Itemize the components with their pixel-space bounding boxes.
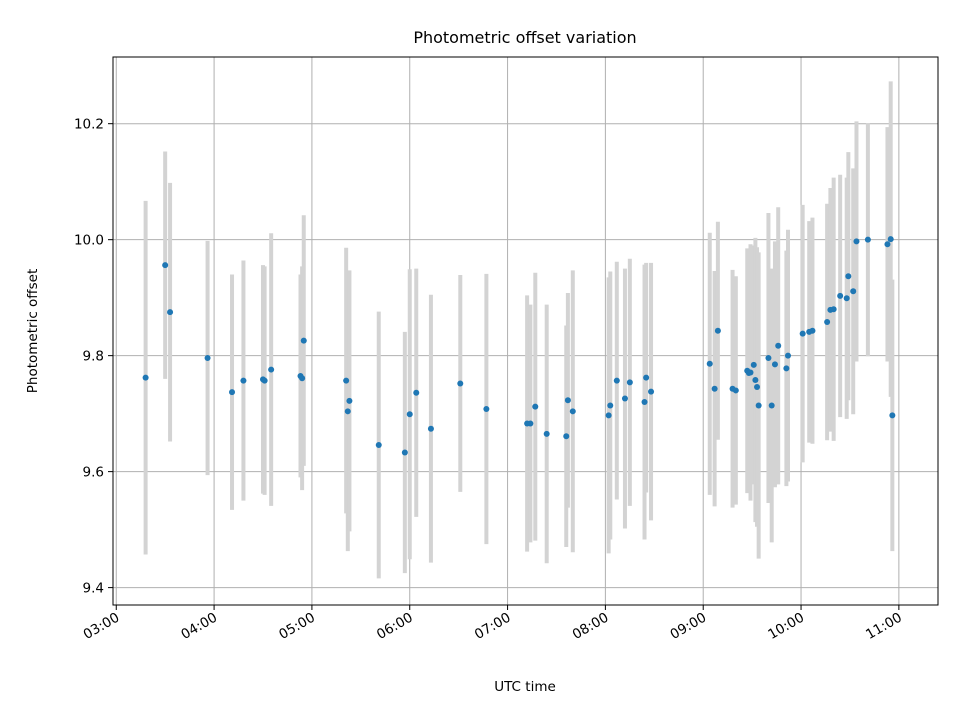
data-point <box>775 342 782 349</box>
data-point <box>527 420 534 427</box>
data-point <box>648 388 655 395</box>
x-tick-label: 11:00 <box>863 610 905 643</box>
data-point <box>229 389 236 396</box>
data-point <box>167 309 174 316</box>
data-point <box>204 354 211 361</box>
data-point <box>711 385 718 392</box>
data-point <box>605 412 612 419</box>
data-point <box>747 369 754 376</box>
data-point <box>824 319 831 326</box>
data-point <box>563 433 570 440</box>
data-point <box>532 403 539 410</box>
data-point <box>845 273 852 280</box>
data-point <box>613 377 620 384</box>
x-tick-label: 06:00 <box>374 610 416 643</box>
data-point <box>564 397 571 404</box>
x-tick-label: 09:00 <box>668 610 710 643</box>
data-point <box>864 236 871 243</box>
data-point <box>752 377 759 384</box>
data-point <box>457 380 464 387</box>
y-tick-label: 10.0 <box>74 233 104 249</box>
data-point <box>344 408 351 415</box>
data-point <box>754 383 761 390</box>
data-point <box>142 374 149 381</box>
data-point <box>809 327 816 334</box>
chart-title: Photometric offset variation <box>413 28 636 47</box>
data-point <box>843 295 850 302</box>
x-tick-label: 04:00 <box>178 610 220 643</box>
data-point <box>240 377 247 384</box>
data-point <box>626 379 633 386</box>
data-point <box>607 402 614 409</box>
data-point <box>427 425 434 432</box>
x-tick-label: 07:00 <box>472 610 514 643</box>
data-point <box>483 405 490 412</box>
data-point <box>771 361 778 368</box>
data-point <box>641 399 648 406</box>
data-point <box>755 402 762 409</box>
data-point <box>887 236 894 243</box>
x-tick-label: 05:00 <box>276 610 318 643</box>
data-point <box>850 288 857 295</box>
data-point <box>343 377 350 384</box>
grid-layer <box>113 57 938 605</box>
y-tick-label: 10.2 <box>74 117 104 133</box>
data-point <box>706 360 713 367</box>
data-point <box>543 430 550 437</box>
data-point <box>853 238 860 245</box>
data-point <box>799 330 806 337</box>
data-point <box>401 449 408 456</box>
data-point <box>785 352 791 359</box>
plot-frame <box>112 56 939 606</box>
data-point <box>830 306 837 313</box>
point-layer <box>142 236 896 456</box>
data-point <box>714 327 721 334</box>
data-point <box>768 402 775 409</box>
data-point <box>162 262 169 269</box>
data-point <box>765 354 772 361</box>
y-tick-label: 9.8 <box>83 349 104 365</box>
y-axis-label: Photometric offset <box>25 269 41 393</box>
tick-layer: 03:00 04:00 05:00 06:00 07:00 08:00 09:00 10:00… <box>74 117 905 643</box>
data-point <box>299 375 306 382</box>
data-point <box>346 397 353 404</box>
x-tick-label: 08:00 <box>570 610 612 643</box>
data-point <box>261 377 268 384</box>
y-tick-label: 9.4 <box>83 581 104 597</box>
data-point <box>884 241 891 248</box>
data-point <box>300 337 307 344</box>
x-tick-label: 03:00 <box>81 610 123 643</box>
data-point <box>375 441 382 448</box>
data-point <box>621 395 628 402</box>
data-point <box>837 292 844 299</box>
x-axis-label: UTC time <box>494 679 556 695</box>
data-point <box>783 365 790 372</box>
data-point <box>413 389 420 396</box>
y-tick-label: 9.6 <box>83 465 104 481</box>
data-point <box>406 411 413 418</box>
data-point <box>268 366 275 373</box>
data-point <box>643 374 650 381</box>
data-point <box>750 361 757 368</box>
data-point <box>569 408 576 415</box>
x-tick-label: 10:00 <box>765 610 807 643</box>
data-point <box>889 412 896 419</box>
data-point <box>732 387 739 394</box>
errorbar-layer <box>143 81 895 579</box>
